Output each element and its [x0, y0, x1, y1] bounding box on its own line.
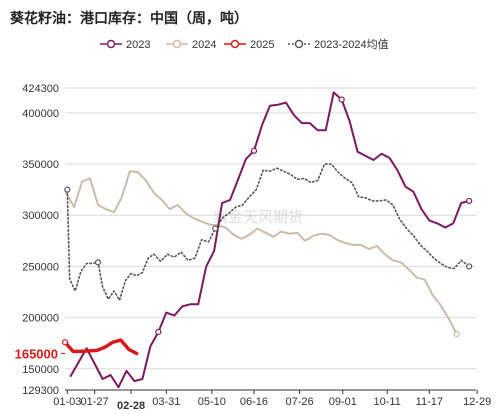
y-tick-label: 129300	[22, 385, 59, 397]
y-tick-label: 424300	[22, 83, 59, 95]
legend-item-2024[interactable]: 2024	[166, 39, 216, 51]
legend-swatch-marker	[230, 39, 240, 49]
legend-item-2023-2024均值[interactable]: 2023-2024均值	[288, 38, 389, 51]
x-tick-label: 01-03	[53, 396, 81, 408]
x-tick-label: 06-16	[240, 396, 268, 408]
watermark: 紫金天风期货	[213, 208, 303, 226]
x-tick-label: 07-26	[285, 396, 313, 408]
legend-swatch-marker	[172, 39, 182, 49]
legend-label: 2023-2024均值	[314, 38, 389, 51]
legend-item-2023[interactable]: 2023	[100, 39, 150, 51]
series-line-2023-2024均值	[66, 163, 471, 302]
legend-label: 2024	[192, 39, 216, 51]
series-point-2023-2024均值	[212, 225, 219, 232]
legend-item-2025[interactable]: 2025	[224, 39, 274, 51]
y-tick-label: 250000	[22, 261, 59, 273]
y-tick-label: 400000	[22, 108, 59, 120]
series-point-2023-2024均值	[94, 259, 102, 266]
x-tick-label: 10-11	[374, 396, 401, 408]
series-point-2023	[155, 328, 162, 336]
x-tick-label: 05-10	[198, 396, 226, 408]
y-tick-label: 350000	[22, 159, 59, 171]
legend-label: 2025	[250, 39, 274, 51]
chart-legend: 2023 2024 2025 2023-2024均值	[100, 38, 389, 51]
series-line-2024	[65, 170, 458, 335]
y-tick-label: 300000	[22, 210, 59, 222]
series-point-2024	[453, 330, 460, 338]
x-tick-label-highlight: 02-28	[117, 400, 145, 412]
series-point-2023-2024均值	[466, 263, 473, 270]
series-point-2023	[466, 197, 473, 205]
x-tick-label: 09-01	[329, 396, 357, 408]
y-tick-label: 200000	[22, 313, 59, 325]
x-tick-label: 01-27	[81, 396, 109, 408]
chart-grid	[65, 87, 476, 370]
chart-series	[61, 91, 473, 389]
chart-axes: 424300 400000 350000 300000 250000 200000 1500…	[15, 83, 492, 412]
legend-swatch-marker	[106, 39, 116, 49]
legend-swatch-marker	[294, 39, 304, 49]
y-highlight-label: 165000	[15, 346, 58, 361]
chart-title: 葵花籽油：港口库存：中国（周，吨）	[10, 11, 248, 27]
series-point-2023	[250, 147, 258, 154]
series-line-2023	[69, 91, 471, 389]
x-tick-label: 03-31	[152, 396, 180, 408]
legend-label: 2023	[126, 39, 150, 51]
x-tick-label: 11-17	[416, 396, 443, 408]
series-point-2023	[338, 96, 345, 103]
series-point-2025	[61, 339, 69, 346]
series-line-2025	[63, 338, 139, 356]
series-point-2023-2024均值	[64, 186, 71, 193]
y-tick-label: 150000	[22, 364, 59, 376]
x-tick-label: 12-29	[463, 396, 491, 408]
